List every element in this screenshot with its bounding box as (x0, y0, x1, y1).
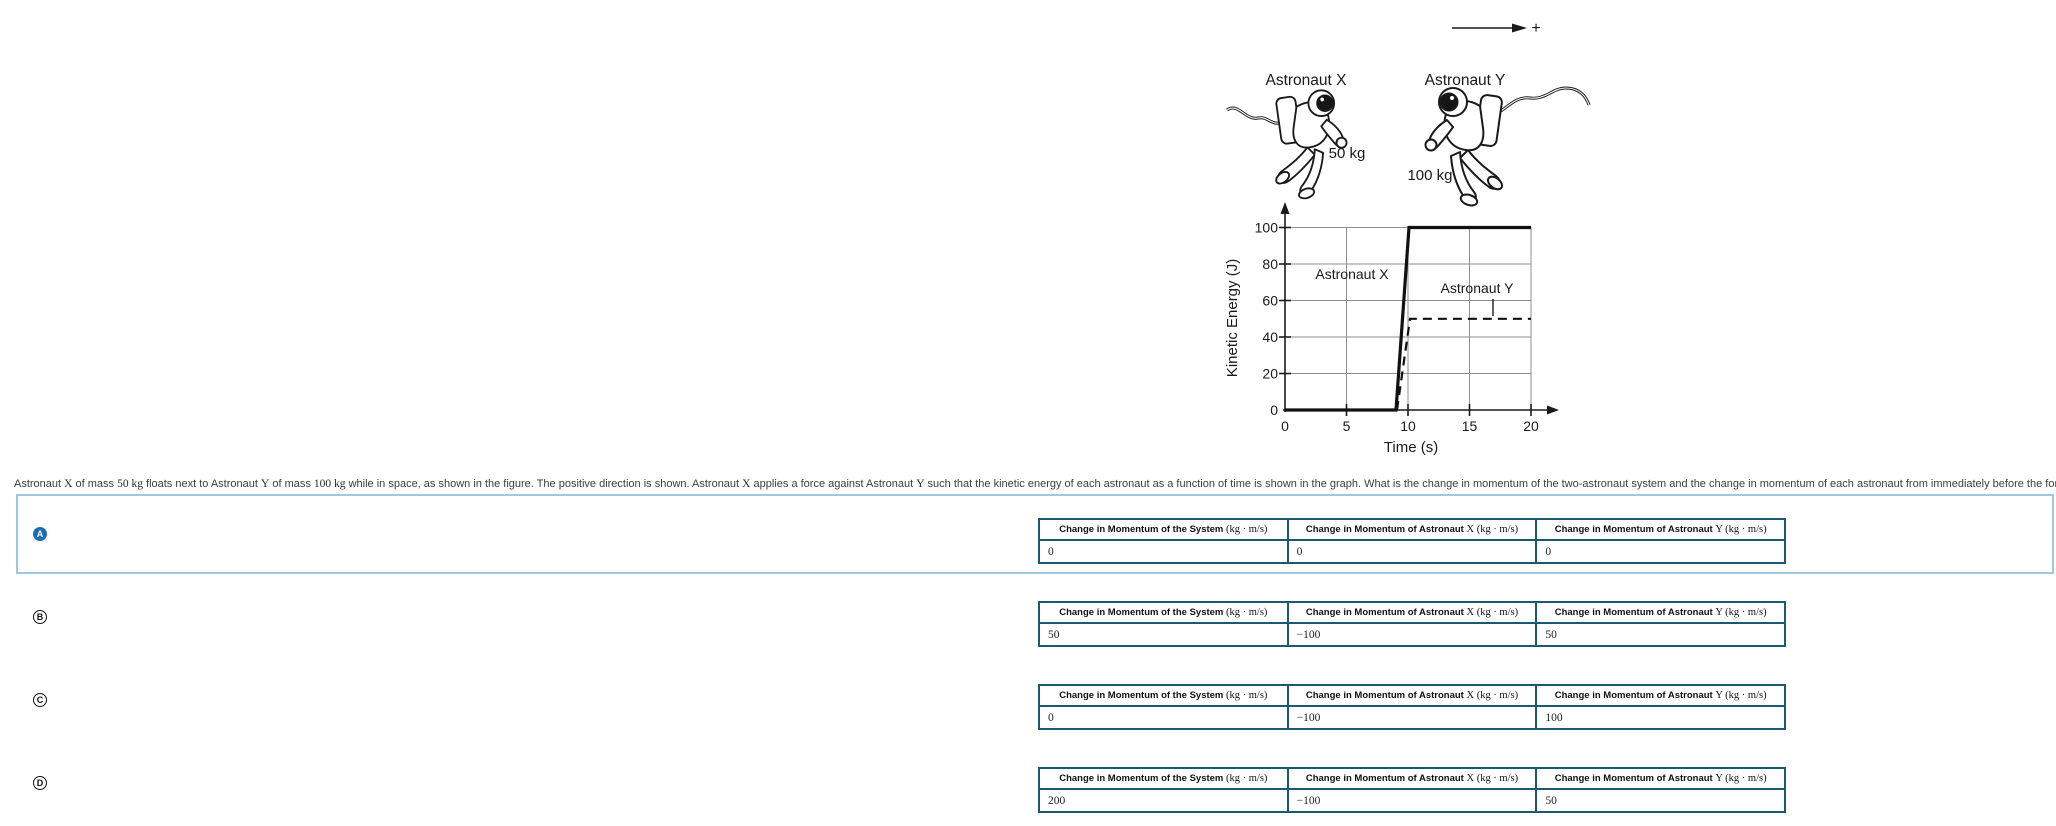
col-header-astronaut-y: Change in Momentum of Astronaut Y (kg · … (1535, 601, 1786, 624)
y-tick-80: 80 (1262, 256, 1278, 272)
col-header-astronaut-y: Change in Momentum of Astronaut Y (kg · … (1535, 684, 1786, 707)
value-astronaut-y: 50 (1535, 622, 1786, 647)
tether-right (1491, 86, 1591, 118)
answer-option-d[interactable]: D Change in Momentum of the System (kg ·… (16, 743, 2054, 823)
value-astronaut-y: 50 (1535, 788, 1786, 813)
col-header-astronaut-x: Change in Momentum of Astronaut X (kg · … (1286, 684, 1538, 707)
option-d-radio[interactable]: D (33, 776, 47, 790)
y-tick-60: 60 (1262, 293, 1278, 309)
astronaut-y-drawing (1424, 87, 1506, 209)
value-system: 50 (1038, 622, 1289, 647)
col-header-system: Change in Momentum of the System (kg · m… (1038, 601, 1289, 624)
y-axis-arrowhead (1280, 202, 1290, 214)
x-tick-20: 20 (1523, 418, 1539, 434)
value-system: 200 (1038, 788, 1289, 813)
col-header-system: Change in Momentum of the System (kg · m… (1038, 767, 1289, 790)
astronaut-y-title: Astronaut Y (1425, 72, 1506, 89)
answer-option-a[interactable]: A Change in Momentum of the System (kg ·… (16, 494, 2054, 574)
x-tick-10: 10 (1400, 418, 1416, 434)
question-text: Astronaut X of mass 50 kg floats next to… (14, 478, 2056, 490)
x-tick-5: 5 (1343, 418, 1351, 434)
option-b-radio[interactable]: B (33, 610, 47, 624)
answer-option-b[interactable]: B Change in Momentum of the System (kg ·… (16, 577, 2054, 657)
tether-left (1226, 106, 1282, 125)
astronaut-x-title: Astronaut X (1266, 72, 1348, 89)
astronaut-x-series-line (1285, 225, 1531, 412)
y-tick-100: 100 (1255, 220, 1279, 236)
x-axis-arrowhead (1547, 405, 1559, 415)
positive-direction-label: + (1531, 20, 1540, 37)
option-a-table: Change in Momentum of the System (kg · m… (1038, 518, 1786, 564)
option-d-table: Change in Momentum of the System (kg · m… (1038, 767, 1786, 813)
y-tick-40: 40 (1262, 329, 1278, 345)
col-header-astronaut-x: Change in Momentum of Astronaut X (kg · … (1286, 518, 1538, 541)
value-system: 0 (1038, 705, 1289, 730)
value-astronaut-x: −100 (1286, 622, 1538, 647)
x-tick-15: 15 (1462, 418, 1478, 434)
figure-illustration: + Astronaut X Astronaut Y 50 kg 100 kg (1224, 20, 1591, 456)
y-axis-label: Kinetic Energy (J) (1224, 259, 1241, 377)
question-figure: + Astronaut X Astronaut Y 50 kg 100 kg (1180, 0, 1670, 468)
graph-astronaut-y-label: Astronaut Y (1441, 280, 1515, 296)
astronaut-y-series-line (1395, 317, 1531, 411)
col-header-astronaut-x: Change in Momentum of Astronaut X (kg · … (1286, 601, 1538, 624)
positive-direction-arrow: + (1452, 20, 1541, 37)
option-c-table: Change in Momentum of the System (kg · m… (1038, 684, 1786, 730)
col-header-astronaut-y: Change in Momentum of Astronaut Y (kg · … (1535, 767, 1786, 790)
astronaut-y-mass-label: 100 kg (1407, 167, 1452, 184)
option-b-table: Change in Momentum of the System (kg · m… (1038, 601, 1786, 647)
value-astronaut-x: 0 (1286, 539, 1538, 564)
value-astronaut-x: −100 (1286, 788, 1538, 813)
y-tick-0: 0 (1270, 402, 1278, 418)
astronaut-x-mass-label: 50 kg (1329, 145, 1366, 162)
y-tick-20: 20 (1262, 366, 1278, 382)
option-a-radio[interactable]: A (33, 527, 47, 541)
col-header-astronaut-y: Change in Momentum of Astronaut Y (kg · … (1535, 518, 1786, 541)
x-axis-label: Time (s) (1384, 439, 1438, 456)
value-astronaut-y: 100 (1535, 705, 1786, 730)
value-system: 0 (1038, 539, 1289, 564)
option-c-radio[interactable]: C (33, 693, 47, 707)
x-tick-0: 0 (1281, 418, 1289, 434)
kinetic-energy-graph: 0 20 40 60 80 100 0 5 10 15 20 Time (s) … (1224, 202, 1559, 456)
col-header-system: Change in Momentum of the System (kg · m… (1038, 684, 1289, 707)
value-astronaut-x: −100 (1286, 705, 1538, 730)
value-astronaut-y: 0 (1535, 539, 1786, 564)
answer-option-c[interactable]: C Change in Momentum of the System (kg ·… (16, 660, 2054, 740)
answer-options: A Change in Momentum of the System (kg ·… (16, 494, 2054, 826)
col-header-astronaut-x: Change in Momentum of Astronaut X (kg · … (1286, 767, 1538, 790)
col-header-system: Change in Momentum of the System (kg · m… (1038, 518, 1289, 541)
graph-astronaut-x-label: Astronaut X (1315, 266, 1389, 282)
